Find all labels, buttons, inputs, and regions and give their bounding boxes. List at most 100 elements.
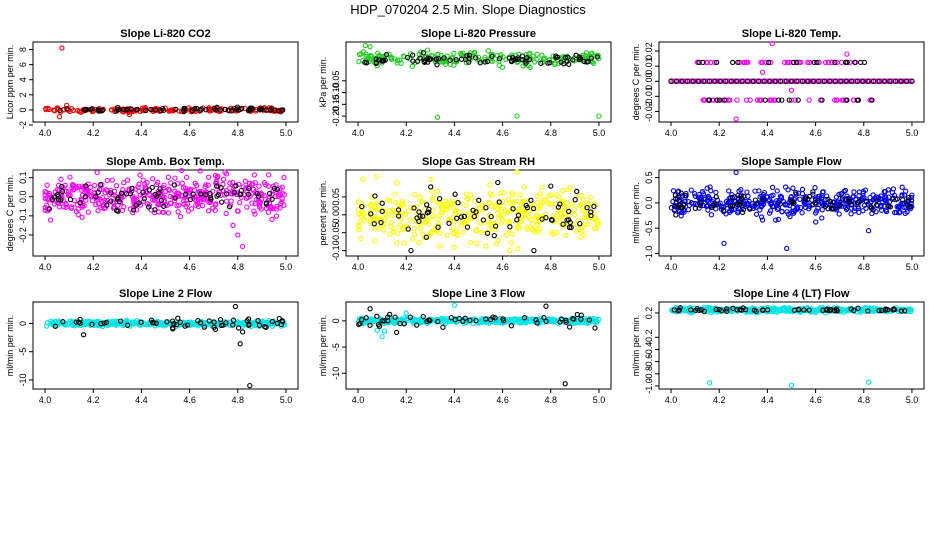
data-point	[862, 308, 868, 314]
data-point	[57, 107, 63, 114]
y-tick-label: 0.00	[644, 72, 654, 90]
data-point	[466, 216, 472, 222]
data-point	[564, 217, 570, 223]
series-all	[669, 304, 914, 388]
data-point	[739, 78, 745, 84]
data-point	[124, 322, 131, 328]
data-point	[418, 226, 424, 232]
data-point	[373, 216, 379, 222]
data-point	[220, 322, 226, 328]
data-point	[810, 78, 817, 84]
data-point	[408, 204, 414, 211]
series-all	[668, 169, 915, 252]
data-point	[843, 78, 849, 84]
data-point	[411, 225, 417, 232]
data-point	[812, 210, 819, 216]
chart-panel-3: Slope Li-820 Temp. 4.0 4.2 4.4 4.6 4.8 5.0 -0.0…	[631, 28, 925, 138]
y-tick-label: 0.0	[644, 197, 654, 210]
data-point	[197, 320, 204, 326]
data-point	[882, 194, 888, 201]
data-point	[233, 183, 239, 189]
data-point	[428, 184, 434, 190]
data-point	[412, 192, 418, 198]
data-point	[735, 201, 741, 208]
x-tick-label: 4.4	[761, 395, 774, 405]
data-point	[201, 324, 208, 330]
x-tick-label: 4.0	[352, 395, 365, 405]
data-point	[165, 174, 172, 180]
data-point	[524, 224, 530, 230]
data-point	[436, 230, 443, 236]
chart-panel-8: Slope Line 3 Flow 4.0 4.2 4.4 4.6 4.8 5.0 -10 -5…	[318, 288, 612, 405]
data-point	[535, 220, 541, 226]
data-point	[775, 97, 782, 103]
data-point	[546, 200, 552, 206]
data-point	[730, 59, 736, 66]
series-black	[46, 182, 280, 214]
data-point	[93, 201, 99, 208]
data-point	[542, 197, 549, 203]
data-point	[707, 307, 713, 313]
data-point	[217, 316, 224, 323]
x-tick-label: 4.2	[400, 395, 413, 405]
data-point	[768, 200, 774, 206]
data-point	[398, 316, 405, 322]
data-point	[379, 333, 385, 340]
data-point	[713, 189, 719, 196]
data-point	[692, 193, 698, 199]
data-point	[503, 232, 510, 238]
data-point	[356, 321, 362, 328]
data-point	[571, 212, 578, 218]
y-axis-label: ml/min per min.	[318, 315, 328, 377]
data-point	[819, 207, 825, 213]
data-point	[528, 197, 534, 203]
y-tick-label: -5	[331, 343, 341, 351]
data-point	[514, 224, 520, 230]
data-point	[754, 97, 761, 103]
data-point	[869, 97, 875, 103]
data-point	[160, 185, 166, 191]
data-point	[422, 220, 429, 226]
data-point	[590, 60, 597, 66]
data-point	[159, 105, 166, 112]
y-tick-label: -0.10	[331, 82, 341, 103]
data-point	[573, 228, 580, 234]
data-point	[394, 57, 401, 64]
data-point	[108, 190, 114, 196]
data-point	[98, 186, 104, 193]
data-point	[161, 198, 168, 204]
data-point	[112, 319, 119, 326]
data-point	[253, 188, 259, 194]
data-point	[488, 213, 494, 220]
data-point	[87, 193, 94, 199]
data-point	[562, 381, 568, 387]
data-point	[77, 200, 83, 206]
data-point	[794, 78, 800, 84]
data-point	[789, 198, 795, 204]
data-point	[720, 204, 726, 210]
data-point	[405, 208, 412, 214]
data-point	[678, 190, 684, 196]
y-tick-label: -0.1	[18, 208, 28, 224]
data-point	[745, 193, 751, 199]
data-point	[381, 328, 388, 334]
chart-panel-5: Slope Gas Stream RH 4.0 4.2 4.4 4.6 4.8 5.0 -0.…	[318, 156, 612, 272]
data-point	[509, 240, 515, 246]
data-point	[45, 105, 51, 111]
data-point	[374, 313, 380, 319]
data-point	[854, 199, 860, 206]
data-point	[876, 307, 882, 314]
data-point	[149, 319, 156, 326]
data-point	[563, 232, 569, 239]
x-tick-label: 4.4	[448, 128, 461, 138]
data-point	[238, 105, 245, 112]
data-point	[767, 208, 774, 214]
data-point	[708, 212, 715, 218]
data-point	[414, 58, 421, 64]
data-point	[788, 87, 795, 93]
data-point	[781, 59, 788, 66]
data-point	[860, 78, 866, 84]
data-point	[764, 307, 771, 313]
data-point	[865, 308, 871, 314]
data-point	[47, 192, 53, 199]
